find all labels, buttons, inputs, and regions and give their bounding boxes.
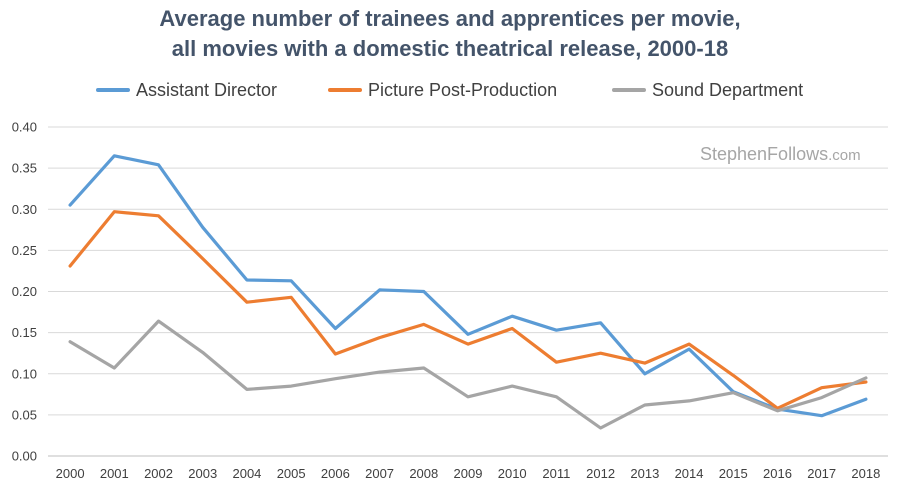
x-tick-label: 2010 xyxy=(498,466,527,481)
legend-label-picture-post-production: Picture Post-Production xyxy=(368,79,558,100)
legend-swatch-sound-department xyxy=(612,88,646,92)
legend-swatch-assistant-director xyxy=(96,88,130,92)
x-tick-label: 2017 xyxy=(807,466,836,481)
x-tick-label: 2016 xyxy=(763,466,792,481)
x-tick-label: 2007 xyxy=(365,466,394,481)
legend-item-picture-post-production: Picture Post-Production xyxy=(328,78,557,102)
y-tick-label: 0.00 xyxy=(12,449,37,464)
legend-label-sound-department: Sound Department xyxy=(652,79,804,100)
x-tick-label: 2002 xyxy=(144,466,173,481)
x-tick-label: 2012 xyxy=(586,466,615,481)
x-tick-label: 2000 xyxy=(56,466,85,481)
chart-title-line-1: Average number of trainees and apprentic… xyxy=(159,6,741,31)
x-tick-label: 2015 xyxy=(719,466,748,481)
x-tick-label: 2009 xyxy=(454,466,483,481)
series-line-sound-department xyxy=(68,319,868,430)
y-tick-label: 0.30 xyxy=(12,202,37,217)
x-tick-label: 2014 xyxy=(675,466,704,481)
y-tick-label: 0.10 xyxy=(12,366,37,381)
x-tick-label: 2006 xyxy=(321,466,350,481)
series-line-assistant-director xyxy=(68,154,868,418)
x-tick-label: 2003 xyxy=(188,466,217,481)
watermark: StephenFollows.com xyxy=(700,144,861,165)
legend-swatch-picture-post-production xyxy=(328,88,362,92)
y-tick-label: 0.15 xyxy=(12,325,37,340)
y-tick-label: 0.25 xyxy=(12,243,37,258)
watermark-name: StephenFollows xyxy=(700,144,829,164)
legend-item-sound-department: Sound Department xyxy=(612,78,803,102)
x-tick-label: 2001 xyxy=(100,466,129,481)
chart-title: Average number of trainees and apprentic… xyxy=(0,4,900,64)
y-tick-label: 0.40 xyxy=(12,120,37,135)
x-tick-label: 2013 xyxy=(630,466,659,481)
legend-label-assistant-director: Assistant Director xyxy=(136,79,278,100)
x-tick-label: 2011 xyxy=(542,466,570,481)
chart-title-line-2: all movies with a domestic theatrical re… xyxy=(171,36,729,61)
series-line-picture-post-production xyxy=(68,210,868,410)
x-tick-label: 2018 xyxy=(851,466,880,481)
x-tick-label: 2004 xyxy=(232,466,261,481)
y-tick-label: 0.05 xyxy=(12,407,37,422)
y-tick-label: 0.35 xyxy=(12,161,37,176)
x-tick-label: 2008 xyxy=(409,466,438,481)
watermark-suffix: .com xyxy=(828,147,861,164)
x-tick-label: 2005 xyxy=(277,466,306,481)
chart-legend: Assistant Director Picture Post-Producti… xyxy=(0,78,900,102)
y-tick-label: 0.20 xyxy=(12,284,37,299)
legend-item-assistant-director: Assistant Director xyxy=(96,78,277,102)
